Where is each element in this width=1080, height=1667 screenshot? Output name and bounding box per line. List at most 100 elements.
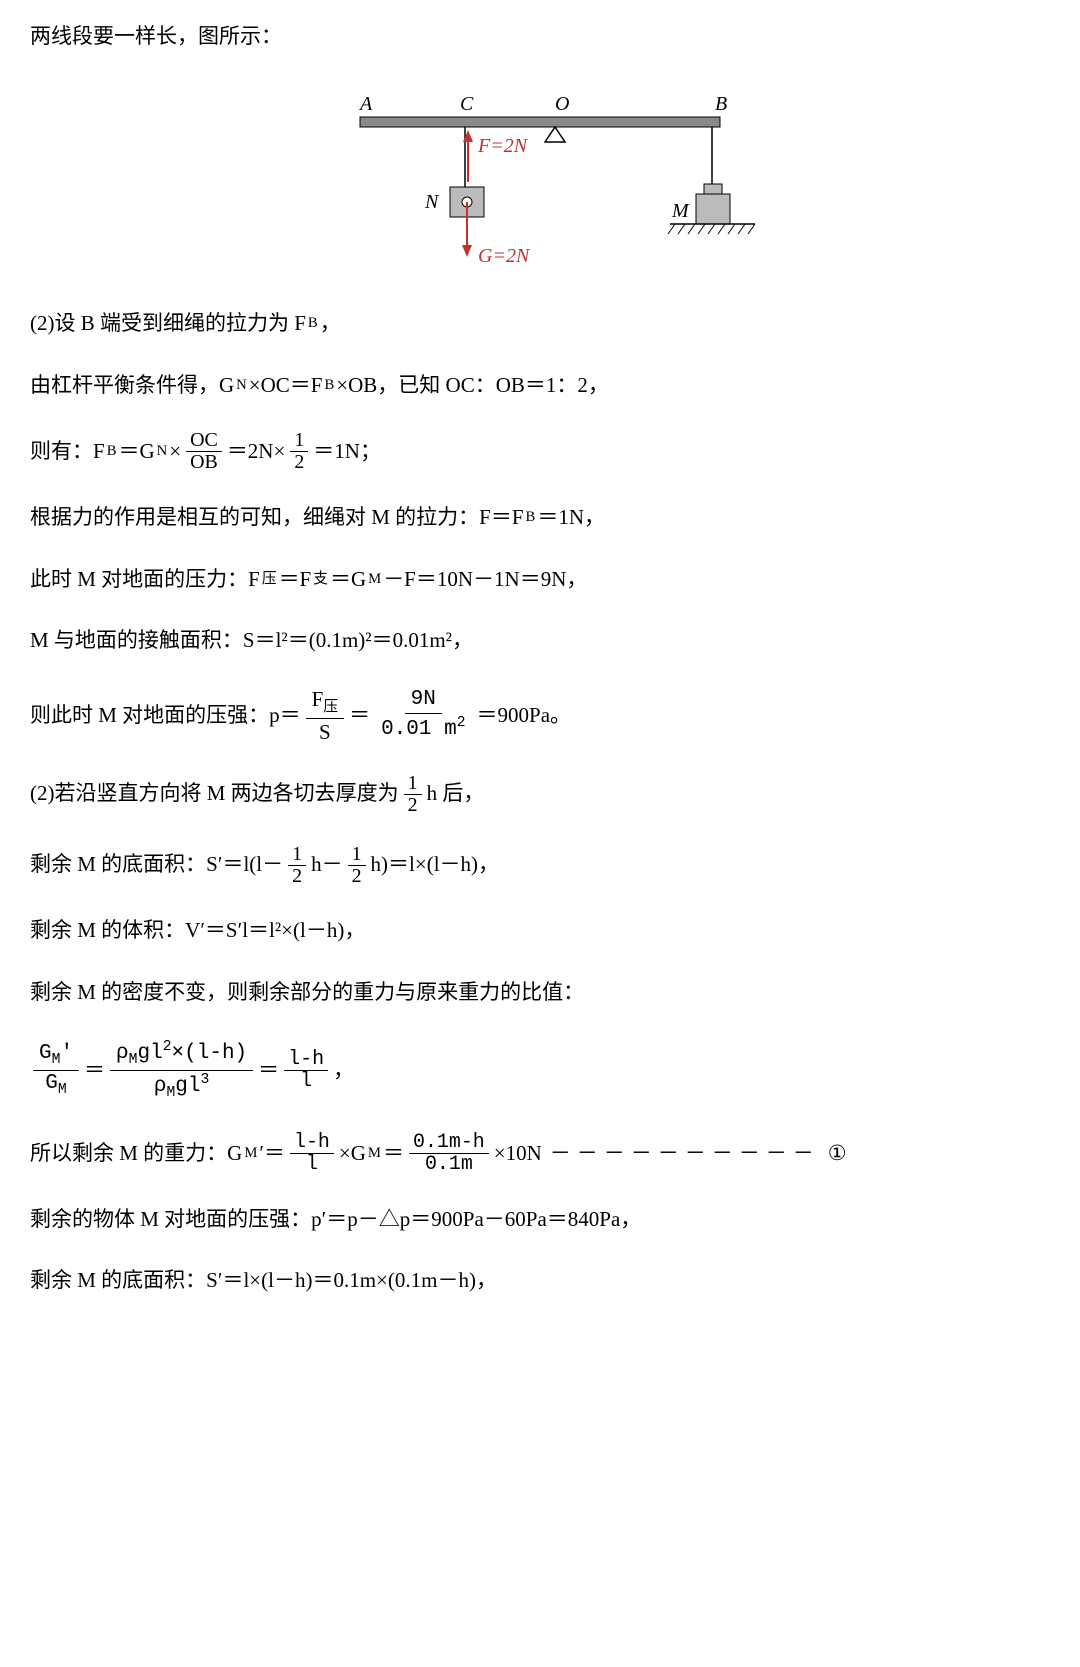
text: ×G	[339, 1137, 366, 1171]
text: ，	[333, 1054, 354, 1088]
text: 剩余 M 的底面积：S′＝l(l－	[30, 848, 283, 882]
den: 2	[288, 866, 306, 887]
line-10: 剩余 M 的底面积：S′＝l(l－ 1 2 h－ 1 2 h)＝l×(l－h)，	[30, 844, 1050, 887]
text: M 与地面的接触面积：S＝l²＝(0.1m)²＝0.01m²，	[30, 624, 473, 658]
sub: 压	[262, 568, 277, 592]
den: GM	[39, 1071, 72, 1101]
line-2: (2)设 B 端受到细绳的拉力为 FB，	[30, 307, 1050, 341]
text: ×OC＝F	[249, 369, 323, 403]
num: 1	[404, 773, 422, 795]
text: ×OB，已知 OC：OB＝1：2，	[336, 369, 609, 403]
line-16: 剩余 M 的底面积：S′＝l×(l－h)＝0.1m×(0.1m－h)，	[30, 1264, 1050, 1298]
text: ＝2N×	[227, 435, 286, 469]
force-G-label: G=2N	[478, 245, 531, 267]
text: ＝F	[279, 563, 312, 597]
text: (2)设 B 端受到细绳的拉力为 F	[30, 307, 306, 341]
fraction: GM ′ GM	[33, 1041, 79, 1101]
num: 1	[290, 430, 308, 452]
sub: M	[166, 1085, 175, 1101]
fraction: 9N 0.01 m2	[375, 687, 471, 743]
text: h)＝l×(l－h)，	[371, 848, 500, 882]
fraction: l-h l	[290, 1132, 334, 1175]
t: ρ	[154, 1075, 167, 1098]
sub: N	[236, 374, 247, 398]
fraction: l-h l	[284, 1049, 328, 1092]
sub: 压	[323, 699, 338, 715]
fraction: 1 2	[290, 430, 308, 473]
ground-hatch	[668, 224, 755, 234]
num: 0.1m-h	[409, 1132, 489, 1154]
den: l	[302, 1154, 322, 1175]
den: 2	[290, 452, 308, 473]
line-15: 剩余的物体 M 对地面的压强：p′＝p－△p＝900Pa－60Pa＝840Pa，	[30, 1203, 1050, 1237]
text: h 后，	[427, 777, 485, 811]
text: －F＝10N－1N＝9N，	[383, 563, 587, 597]
den: 0.1m	[421, 1154, 477, 1175]
sub: B	[107, 440, 117, 464]
text: 剩余的物体 M 对地面的压强：p′＝p－△p＝900Pa－60Pa＝840Pa，	[30, 1203, 641, 1237]
den: ρMgl3	[148, 1071, 215, 1104]
t: ′	[60, 1042, 73, 1065]
den: l	[296, 1071, 316, 1092]
fraction: OC OB	[186, 430, 222, 473]
num: l-h	[290, 1132, 334, 1154]
text: ，	[320, 307, 341, 341]
fraction: 1 2	[288, 844, 306, 887]
text: 剩余 M 的密度不变，则剩余部分的重力与原来重力的比值：	[30, 976, 584, 1010]
force-F-label: F=2N	[477, 135, 529, 157]
num: 1	[348, 844, 366, 866]
circled-number-icon: ①	[828, 1137, 847, 1171]
text: (2)若沿竖直方向将 M 两边各切去厚度为	[30, 777, 399, 811]
text: h－	[311, 848, 343, 882]
den: 2	[404, 795, 422, 816]
sub: M	[368, 1142, 381, 1166]
text: ＝1N，	[537, 501, 605, 535]
sub: B	[324, 374, 334, 398]
line-8: 则此时 M 对地面的压强：p＝ F压 S ＝ 9N 0.01 m2 ＝900Pa…	[30, 686, 1050, 745]
line-7: M 与地面的接触面积：S＝l²＝(0.1m)²＝0.01m²，	[30, 624, 1050, 658]
text: 剩余 M 的底面积：S′＝l×(l－h)＝0.1m×(0.1m－h)，	[30, 1264, 497, 1298]
fraction: 0.1m-h 0.1m	[409, 1132, 489, 1175]
line-12: 剩余 M 的密度不变，则剩余部分的重力与原来重力的比值：	[30, 976, 1050, 1010]
num: F压	[306, 686, 344, 719]
block-M-top	[704, 184, 722, 194]
text: 两线段要一样长，图所示：	[30, 20, 282, 54]
sub: 支	[313, 568, 328, 592]
sup: 3	[201, 1072, 210, 1088]
num: ρMgl2×(l-h)	[110, 1038, 253, 1072]
line-11: 剩余 M 的体积：V′＝S′l＝l²×(l－h)，	[30, 914, 1050, 948]
sub: B	[308, 312, 318, 336]
fraction: F压 S	[306, 686, 344, 745]
num: OC	[186, 430, 222, 452]
text: ＝G	[118, 435, 154, 469]
force-G-arrow	[462, 245, 472, 257]
fulcrum-icon	[545, 127, 565, 142]
sub: M	[368, 568, 381, 592]
sup: 2	[457, 715, 466, 731]
label-M: M	[671, 200, 690, 222]
fraction: 1 2	[348, 844, 366, 887]
line-4: 则有：FB ＝GN × OC OB ＝2N× 1 2 ＝1N；	[30, 430, 1050, 473]
label-O: O	[555, 93, 569, 115]
label-N: N	[424, 191, 440, 213]
text: ＝	[258, 1054, 279, 1088]
t: ×(l-h)	[172, 1042, 248, 1065]
t: gl	[175, 1075, 200, 1098]
sup: 2	[163, 1039, 172, 1055]
t: G	[45, 1072, 58, 1095]
title-line: 两线段要一样长，图所示：	[30, 20, 1050, 54]
line-14: 所以剩余 M 的重力：GM ′＝ l-h l ×GM ＝ 0.1m-h 0.1m…	[30, 1132, 1050, 1175]
text: 所以剩余 M 的重力：G	[30, 1137, 242, 1171]
fraction: 1 2	[404, 773, 422, 816]
line-3: 由杠杆平衡条件得，GN ×OC＝FB ×OB，已知 OC：OB＝1：2，	[30, 369, 1050, 403]
sub: M	[58, 1082, 67, 1098]
label-B: B	[715, 93, 727, 115]
block-M-rect	[696, 194, 730, 224]
text: ×10N	[494, 1137, 542, 1171]
text: ＝1N；	[313, 435, 381, 469]
den: 0.01 m2	[375, 714, 471, 743]
den: S	[313, 719, 337, 745]
text: 剩余 M 的体积：V′＝S′l＝l²×(l－h)，	[30, 914, 365, 948]
line-9: (2)若沿竖直方向将 M 两边各切去厚度为 1 2 h 后，	[30, 773, 1050, 816]
dashes: －－－－－－－－－－	[550, 1137, 820, 1171]
